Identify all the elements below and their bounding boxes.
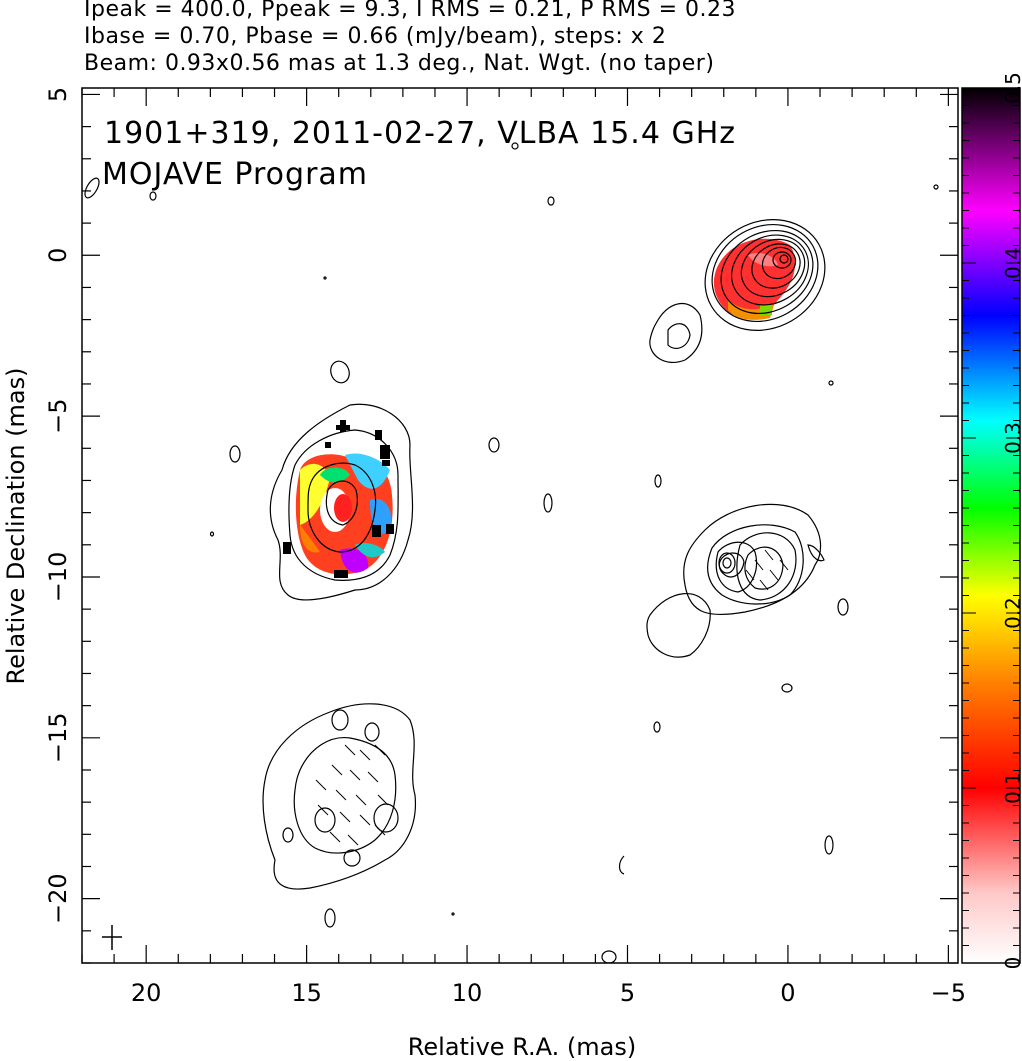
polarization-vectors bbox=[315, 549, 789, 846]
colorbar bbox=[962, 88, 1020, 963]
y-tick-label: −10 bbox=[44, 552, 72, 603]
y-tick-label: 0 bbox=[44, 248, 72, 263]
y-axis-title: Relative Declination (mas) bbox=[2, 367, 30, 684]
contour-map bbox=[84, 142, 939, 963]
x-tick-label: 20 bbox=[131, 979, 162, 1007]
y-tick-label: −20 bbox=[44, 873, 72, 924]
x-tick-label: 0 bbox=[780, 979, 795, 1007]
chart-subtitle: MOJAVE Program bbox=[102, 157, 368, 192]
colorbar-axis: 0 0.1 0.2 0.3 0.4 0.5 bbox=[962, 72, 1022, 969]
x-tick-label: 5 bbox=[620, 979, 635, 1007]
colorbar-tick-label: 0.3 bbox=[1001, 422, 1022, 454]
colorbar-tick-label: 0 bbox=[1001, 957, 1022, 970]
x-tick-label: −5 bbox=[931, 979, 966, 1007]
y-tick-label: 5 bbox=[44, 87, 72, 102]
polarization-map bbox=[283, 238, 796, 578]
x-tick-label: 10 bbox=[452, 979, 483, 1007]
colorbar-tick-label: 0.1 bbox=[1001, 772, 1022, 804]
colorbar-tick-label: 0.5 bbox=[1001, 72, 1022, 104]
chart-title: 1901+319, 2011-02-27, VLBA 15.4 GHz bbox=[104, 116, 736, 151]
colorbar-tick-label: 0.4 bbox=[1001, 247, 1022, 279]
beam-marker bbox=[102, 925, 122, 950]
y-tick-label: −15 bbox=[44, 712, 72, 763]
header-line-1: Ipeak = 400.0, Ppeak = 9.3, I RMS = 0.21… bbox=[84, 0, 736, 22]
y-tick-label: −5 bbox=[44, 398, 72, 433]
header-line-2: Ibase = 0.70, Pbase = 0.66 (mJy/beam), s… bbox=[84, 24, 667, 49]
x-tick-label: 15 bbox=[291, 979, 322, 1007]
x-axis-title: Relative R.A. (mas) bbox=[408, 1033, 636, 1061]
header-line-3: Beam: 0.93x0.56 mas at 1.3 deg., Nat. Wg… bbox=[84, 51, 715, 76]
plot-frame bbox=[81, 87, 959, 964]
y-axis: 5 0 −5 −10 −15 −20 bbox=[44, 87, 958, 964]
colorbar-tick-label: 0.2 bbox=[1001, 597, 1022, 629]
x-axis: 20 15 10 5 0 −5 bbox=[81, 88, 966, 1007]
